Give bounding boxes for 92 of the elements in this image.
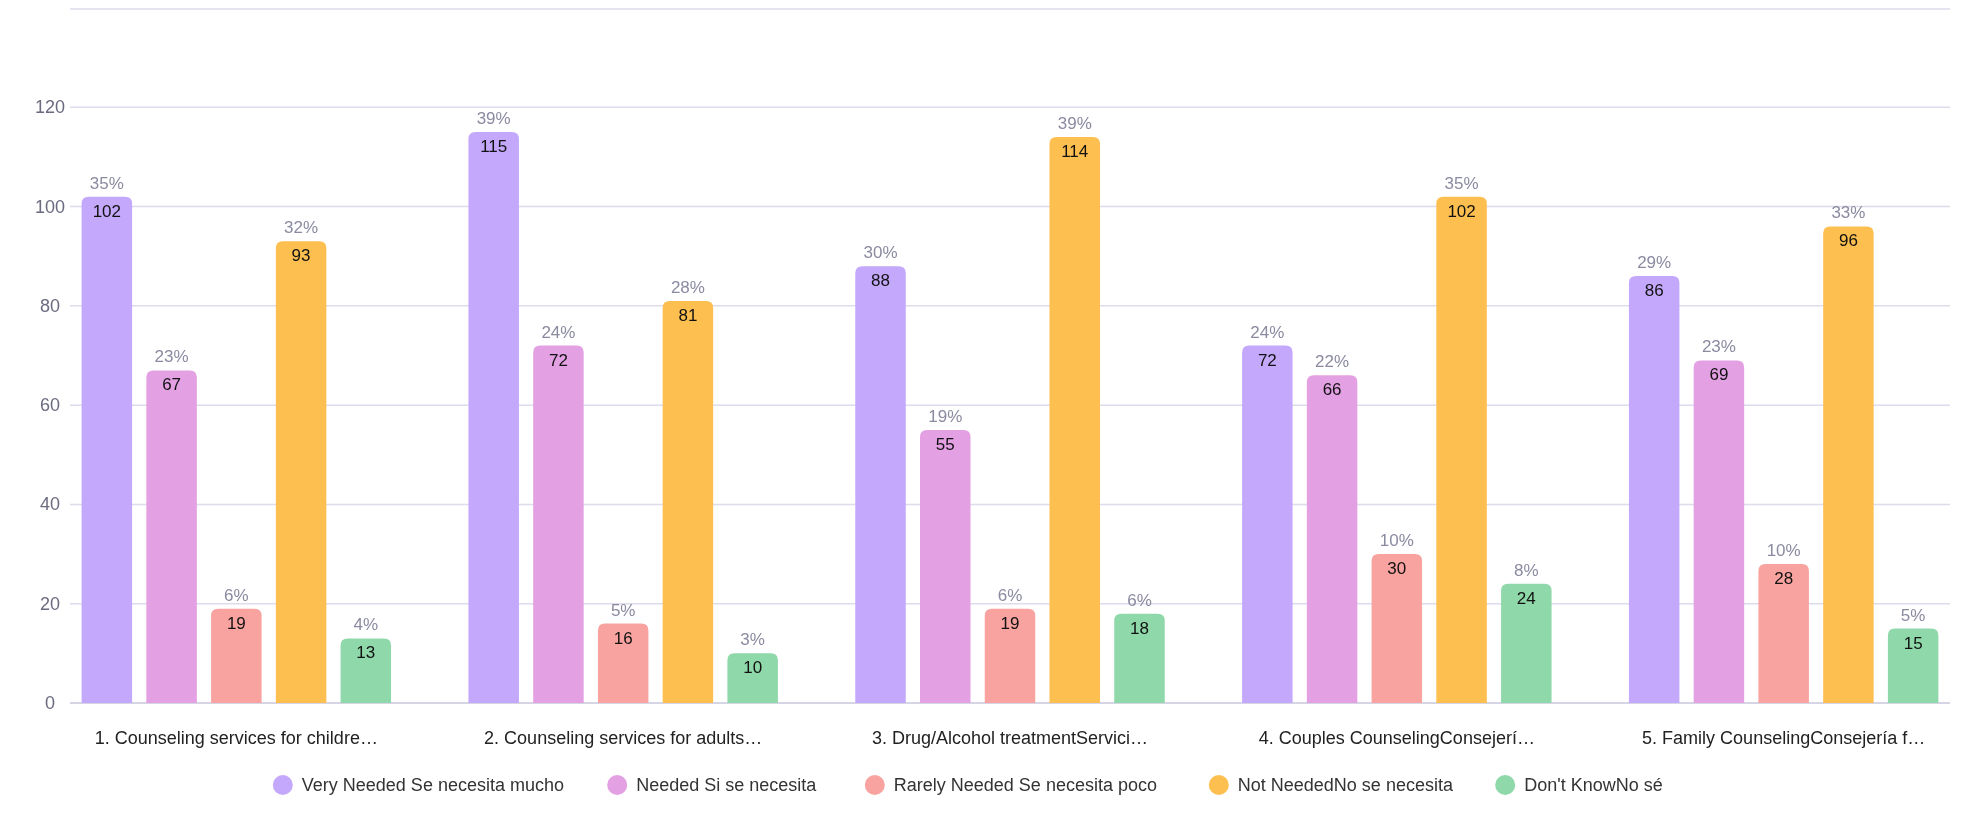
bar — [920, 429, 971, 703]
bar — [727, 653, 778, 703]
data-label: 102 — [92, 201, 122, 221]
legend-label: Not NeededNo se necesita — [1237, 775, 1454, 795]
y-tick-label: 100 — [34, 196, 66, 217]
bar — [1693, 360, 1745, 703]
annotation: 6% — [997, 585, 1023, 605]
y-tick-label: 0 — [44, 693, 56, 713]
y-tick-label: 80 — [39, 295, 61, 316]
annotation: 5% — [610, 600, 636, 620]
bar — [1823, 226, 1874, 703]
annotation: 23% — [1701, 337, 1736, 357]
y-tick-label: 20 — [39, 593, 61, 614]
data-label: 55 — [935, 434, 955, 454]
data-label: 72 — [548, 350, 568, 370]
bar — [1501, 583, 1552, 703]
y-tick-label: 40 — [39, 494, 61, 515]
bar — [340, 638, 392, 703]
data-label: 28 — [1774, 569, 1794, 588]
data-label: 10 — [743, 658, 763, 678]
data-label: 93 — [291, 246, 311, 266]
x-tick-label: 3. Drug/Alcohol treatmentServici… — [871, 728, 1149, 748]
data-label: 115 — [480, 137, 508, 157]
data-label: 102 — [1447, 201, 1476, 221]
annotation: 6% — [1127, 590, 1152, 610]
legend-label: Needed Si se necesita — [636, 775, 818, 795]
bar — [597, 623, 649, 703]
annotation: 8% — [1514, 560, 1539, 580]
bar — [984, 608, 1036, 703]
data-label: 86 — [1644, 281, 1664, 301]
legend-label: Don't KnowNo sé — [1524, 775, 1663, 795]
data-label: 66 — [1322, 380, 1342, 400]
annotation: 35% — [89, 173, 124, 193]
legend-label: Very Needed Se necesita mucho — [301, 775, 564, 795]
y-tick-label: 120 — [34, 97, 66, 118]
annotation: 4% — [353, 615, 379, 635]
annotation: 5% — [1900, 605, 1926, 625]
annotation: 28% — [670, 277, 705, 297]
annotation: 22% — [1315, 352, 1350, 372]
bar — [211, 608, 262, 703]
data-label: 88 — [871, 271, 890, 291]
bar — [81, 196, 133, 703]
data-label: 81 — [678, 305, 698, 325]
data-label: 19 — [1000, 613, 1020, 633]
annotation: 29% — [1637, 253, 1672, 273]
bar — [275, 241, 327, 703]
bar — [1436, 196, 1487, 703]
data-label: 67 — [162, 375, 182, 395]
data-label: 24 — [1516, 588, 1536, 608]
annotation: 35% — [1444, 173, 1479, 193]
x-tick-label: 4. Couples CounselingConsejerí… — [1258, 728, 1535, 748]
bar — [146, 370, 197, 703]
annotation: 3% — [740, 630, 765, 650]
bar — [1242, 345, 1293, 703]
bar — [1049, 137, 1100, 703]
bar — [1114, 613, 1165, 703]
bar — [855, 266, 906, 703]
y-tick-label: 60 — [39, 395, 61, 416]
bar — [1371, 554, 1423, 703]
x-tick-label: 2. Counseling services for adults… — [484, 728, 763, 748]
annotation: 32% — [284, 218, 319, 238]
annotation: 24% — [1250, 322, 1285, 342]
data-label: 16 — [613, 628, 633, 648]
annotation: 39% — [1057, 114, 1092, 134]
data-label: 19 — [226, 613, 246, 633]
annotation: 39% — [476, 109, 511, 129]
annotation: 30% — [863, 243, 898, 263]
bar — [662, 300, 714, 703]
x-tick-label: 5. Family CounselingConsejería f… — [1642, 728, 1926, 748]
data-label: 15 — [1903, 633, 1923, 653]
annotation: 23% — [154, 347, 189, 367]
data-label: 30 — [1387, 559, 1407, 579]
bar — [1306, 375, 1358, 703]
data-label: 96 — [1838, 231, 1858, 251]
bar — [468, 132, 519, 703]
annotation: 19% — [928, 406, 963, 426]
data-label: 13 — [356, 643, 376, 663]
x-tick-label: 1. Counseling services for childre… — [94, 728, 378, 748]
annotation: 6% — [224, 585, 249, 605]
data-label: 72 — [1257, 350, 1277, 370]
data-label: 69 — [1709, 365, 1729, 385]
bar — [1628, 276, 1680, 703]
annotation: 24% — [541, 322, 576, 342]
bar — [1887, 628, 1939, 703]
data-label: 18 — [1130, 618, 1149, 638]
data-label: 114 — [1061, 142, 1089, 162]
annotation: 10% — [1766, 541, 1801, 560]
bar — [1758, 564, 1809, 703]
annotation: 33% — [1831, 203, 1866, 223]
bar — [533, 345, 584, 703]
legend-label: Rarely Needed Se necesita poco — [893, 775, 1157, 795]
annotation: 10% — [1379, 531, 1414, 551]
